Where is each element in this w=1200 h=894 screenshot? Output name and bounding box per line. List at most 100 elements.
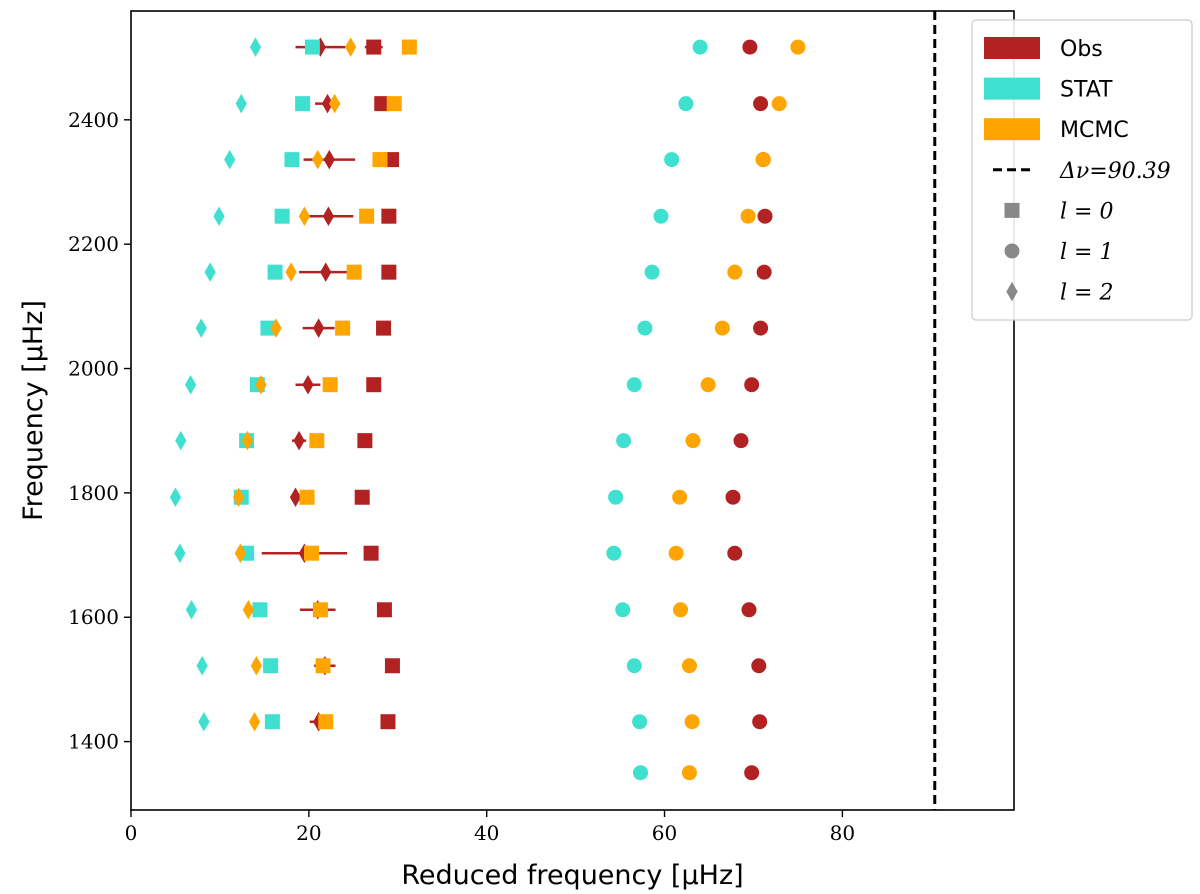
- data-point-circle: [757, 208, 773, 224]
- data-point-diamond: [241, 430, 254, 451]
- series-mcmc-l1: [668, 39, 806, 781]
- data-point-square: [381, 208, 397, 224]
- legend-label: Obs: [1060, 37, 1103, 62]
- data-point-circle: [714, 320, 730, 336]
- legend-label: l = 1: [1060, 240, 1113, 265]
- data-point-diamond: [329, 93, 341, 114]
- legend-label: Δν=90.39: [1059, 159, 1171, 184]
- data-point-diamond: [234, 543, 246, 563]
- data-point-circle: [685, 433, 701, 449]
- series-obs-l2: [261, 37, 356, 732]
- data-point-circle: [753, 96, 769, 112]
- data-point-diamond: [270, 318, 282, 338]
- data-point-square: [354, 489, 370, 505]
- data-point-circle: [626, 658, 642, 674]
- data-point-circle: [681, 765, 697, 781]
- series-mcmc-l2: [232, 37, 357, 732]
- y-tick-label: 1600: [68, 605, 119, 629]
- x-tick-label: 60: [652, 821, 677, 845]
- data-point-diamond: [184, 374, 197, 395]
- data-point-square: [386, 96, 402, 112]
- data-point-circle: [615, 602, 631, 618]
- data-point-square: [384, 658, 400, 674]
- series-obs-l0: [354, 39, 400, 730]
- data-point-square: [374, 96, 390, 112]
- data-point-diamond: [235, 93, 247, 114]
- legend-item-l1: l = 1: [1004, 240, 1113, 265]
- data-point-diamond: [313, 318, 325, 338]
- data-point-circle: [626, 377, 642, 393]
- data-point-circle: [751, 658, 767, 674]
- data-point-square: [366, 39, 382, 55]
- data-point-circle: [740, 208, 756, 224]
- data-point-diamond: [249, 37, 262, 57]
- data-point-circle: [700, 377, 716, 393]
- data-point-square: [335, 320, 351, 336]
- data-point-diamond: [345, 37, 357, 57]
- data-point-square: [380, 714, 396, 730]
- data-point-square: [264, 714, 280, 730]
- y-axis-ticks: 1400 1600 1800 2000 2200 2400: [68, 108, 131, 754]
- legend-item-obs: Obs: [984, 37, 1103, 62]
- data-point-square: [366, 377, 382, 393]
- series-obs-l1: [725, 39, 773, 781]
- data-point-square: [357, 433, 373, 449]
- data-point-circle: [673, 602, 689, 618]
- legend-marker-circle: [1004, 243, 1020, 259]
- data-point-diamond: [242, 600, 255, 620]
- data-point-diamond: [255, 374, 267, 395]
- data-point-square: [318, 714, 334, 730]
- y-tick-label: 2200: [68, 232, 119, 256]
- data-point-square: [381, 264, 397, 280]
- data-point-square: [315, 658, 331, 674]
- data-point-square: [372, 152, 388, 168]
- data-point-circle: [633, 765, 649, 781]
- data-point-circle: [692, 39, 708, 55]
- y-axis-label: Frequency [μHz]: [18, 300, 49, 521]
- data-point-square: [359, 208, 375, 224]
- data-point-diamond: [323, 149, 335, 170]
- data-point-square: [304, 39, 320, 55]
- x-axis-ticks: 0 20 40 60 80: [125, 810, 855, 845]
- data-point-diamond: [174, 543, 186, 563]
- data-point-square: [274, 208, 290, 224]
- data-point-diamond: [185, 600, 198, 620]
- data-point-square: [322, 377, 338, 393]
- y-tick-label: 2400: [68, 108, 119, 132]
- data-point-square: [309, 433, 325, 449]
- data-point-circle: [644, 264, 660, 280]
- data-point-diamond: [169, 487, 182, 507]
- data-point-square: [312, 602, 328, 618]
- series-stat-l2: [169, 37, 262, 732]
- data-point-circle: [681, 658, 697, 674]
- legend-item-mcmc: MCMC: [984, 118, 1129, 143]
- legend-item-delta-nu: Δν=90.39: [993, 159, 1171, 184]
- data-point-circle: [741, 602, 757, 618]
- data-point-square: [267, 264, 283, 280]
- y-tick-label: 1800: [68, 481, 119, 505]
- data-point-diamond: [224, 149, 236, 170]
- data-point-square: [363, 545, 379, 561]
- data-point-circle: [606, 545, 622, 561]
- x-axis-label: Reduced frequency [μHz]: [401, 860, 743, 891]
- data-point-circle: [755, 152, 771, 168]
- legend-label: STAT: [1060, 78, 1113, 103]
- data-point-square: [376, 320, 392, 336]
- plot-frame: [130, 10, 1015, 811]
- data-point-diamond: [285, 262, 297, 282]
- legend-label: l = 2: [1060, 281, 1113, 306]
- x-tick-label: 20: [296, 821, 321, 845]
- data-point-square: [401, 39, 417, 55]
- y-tick-label: 1400: [68, 730, 119, 754]
- data-point-diamond: [248, 711, 261, 732]
- y-tick-label: 2000: [68, 357, 119, 381]
- legend-marker-square: [1004, 202, 1020, 218]
- data-point-square: [304, 545, 320, 561]
- legend-item-l0: l = 0: [1004, 199, 1113, 224]
- legend-swatch: [984, 77, 1040, 100]
- data-point-diamond: [302, 374, 314, 395]
- data-point-circle: [664, 152, 680, 168]
- data-point-circle: [725, 489, 741, 505]
- data-point-circle: [752, 714, 768, 730]
